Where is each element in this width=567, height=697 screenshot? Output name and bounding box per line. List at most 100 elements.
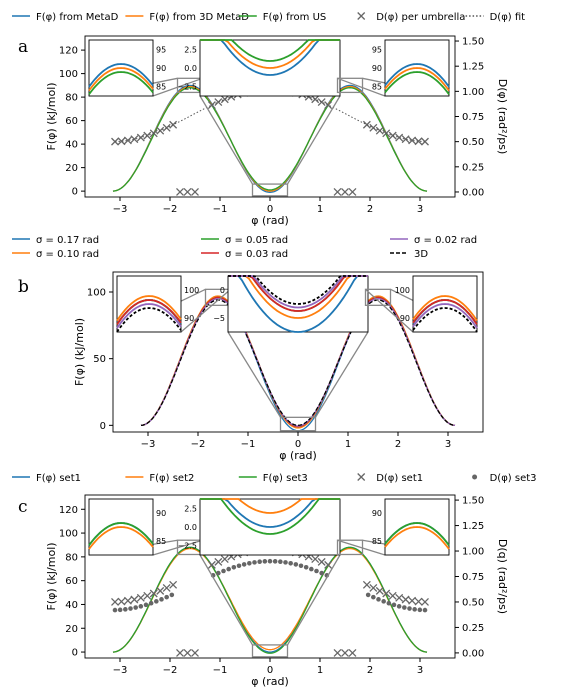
ytick2-label: 0.75	[462, 112, 484, 123]
x-marker-c-4	[341, 648, 349, 657]
ytick-label: 100	[59, 69, 78, 80]
diffusion-marker-a-43	[388, 131, 397, 140]
ytick2-label: 1.50	[462, 496, 484, 507]
legend-b: σ = 0.17 rad σ = 0.05 rad σ = 0.02 rad σ = …	[12, 235, 477, 260]
diffusion-set3-point-10	[164, 594, 169, 600]
inset-series	[384, 71, 450, 95]
ytick2-label: 0.50	[462, 137, 484, 148]
inset-series	[116, 307, 182, 333]
diffusion-marker-c-43	[388, 591, 397, 600]
zoom-connector	[227, 331, 282, 418]
diffusion-marker-c-45	[401, 595, 410, 604]
inset-tick-label: 90	[372, 509, 382, 518]
zoom-region	[251, 644, 289, 658]
diffusion-set3-point-25	[241, 562, 247, 567]
diffusion-set3-point-51	[376, 597, 381, 602]
inset-series	[88, 522, 154, 546]
series-b-5	[140, 299, 456, 426]
diffusion-set3-point-3	[128, 606, 133, 611]
inset-tick-label: 85	[372, 537, 382, 546]
diffusion-set3-point-11	[169, 592, 175, 598]
legend-swatch-3	[357, 473, 366, 481]
diffusion-marker-a-16	[214, 98, 223, 106]
diffusion-marker-a-9	[169, 120, 178, 129]
zoom-region	[364, 288, 392, 306]
xtick-label: −2	[191, 439, 206, 450]
diffusion-marker-c-0	[111, 597, 119, 606]
diffusion-set3-point-38	[309, 566, 314, 572]
legend-label-4: D(φ) fit	[490, 12, 526, 23]
inset-left-b: 90 100	[116, 275, 232, 333]
ytick2-label: 1.00	[462, 87, 484, 98]
diffusion-marker-c-17	[220, 555, 229, 564]
legend-label-2: F(φ) set3	[263, 473, 308, 484]
panel-c: 0.000.250.500.751.001.251.50D(q) (rad²/p…	[45, 494, 509, 688]
inset-tick-label: 85	[156, 83, 166, 92]
diffusion-marker-a-48	[421, 137, 429, 146]
inset-center-a: −2.5 0.0 2.5	[178, 39, 341, 197]
diffusion-set3-point-58	[412, 607, 417, 612]
inset-series	[384, 63, 450, 88]
legend-label-2: F(φ) from US	[263, 12, 326, 23]
zoom-connector	[337, 539, 386, 556]
inset-tick-label: −2.5	[178, 542, 197, 551]
diffusion-set3-point-0	[112, 607, 118, 613]
panel-label-a: a	[18, 37, 28, 57]
panel-label-c: c	[18, 497, 28, 517]
diffusion-marker-c-46	[408, 596, 417, 605]
diffusion-marker-c-47	[414, 597, 423, 606]
diffusion-set3-point-20	[216, 570, 221, 576]
diffusion-set3-point-33	[283, 560, 288, 565]
inset-series	[412, 307, 478, 333]
diffusion-marker-c-8	[162, 583, 171, 592]
xtick-label: −1	[213, 665, 228, 676]
diffusion-set3-point-50	[371, 594, 376, 600]
inset-series	[116, 295, 182, 322]
ytick2-label: 1.00	[462, 547, 484, 558]
inset-tick-label: −2.5	[178, 83, 197, 92]
xtick-label: 0	[267, 204, 273, 215]
xtick-label: −2	[163, 204, 178, 215]
ytick-label: 20	[65, 163, 78, 174]
ytick-label: 60	[65, 116, 78, 127]
diffusion-set3-point-52	[381, 599, 386, 604]
zoom-region	[336, 77, 364, 94]
inset-tick-label: 2.5	[184, 45, 197, 54]
legend-swatch-3	[357, 12, 366, 20]
ytick2-label: 0.25	[462, 623, 484, 634]
inset-tick-label: 0	[220, 286, 225, 295]
xtick-label: −1	[213, 204, 228, 215]
legend-label-2: σ = 0.02 rad	[414, 235, 477, 246]
inset-tick-label: 2.5	[184, 504, 197, 513]
diffusion-marker-a-0	[111, 137, 119, 146]
diffusion-marker-c-40	[369, 583, 378, 592]
diffusion-set3-point-54	[391, 602, 397, 608]
legend-label-0: σ = 0.17 rad	[36, 235, 99, 246]
ytick-label: 120	[59, 46, 78, 57]
diffusion-set3-point-32	[278, 559, 283, 565]
inset-series	[384, 67, 450, 92]
diffusion-marker-c-5	[143, 591, 152, 600]
inset-tick-label: 90	[156, 509, 166, 518]
inset-series	[412, 299, 478, 325]
series-a-2	[112, 87, 428, 192]
inset-right-b: 90 100	[364, 275, 478, 333]
ytick2-label: 1.25	[462, 521, 484, 532]
ytick2-label: 1.50	[462, 37, 484, 48]
diffusion-set3-point-59	[417, 607, 423, 613]
ytick2-label: 1.25	[462, 62, 484, 73]
xtick-label: 0	[267, 665, 273, 676]
legend-label-1: F(φ) set2	[149, 473, 194, 484]
xtick-label: −3	[113, 665, 128, 676]
xtick-label: −3	[141, 439, 156, 450]
legend-swatch-4	[472, 474, 478, 480]
diffusion-fit-a	[114, 88, 426, 143]
x-marker-a-3	[333, 188, 342, 196]
diffusion-marker-c-2	[123, 596, 132, 605]
diffusion-marker-c-9	[169, 580, 178, 589]
inset-tick-label: 85	[156, 537, 166, 546]
xtick-label: 2	[367, 665, 373, 676]
ytick2-label: 0.00	[462, 648, 484, 659]
xtick-label: 3	[417, 204, 423, 215]
xtick-label: −3	[113, 204, 128, 215]
